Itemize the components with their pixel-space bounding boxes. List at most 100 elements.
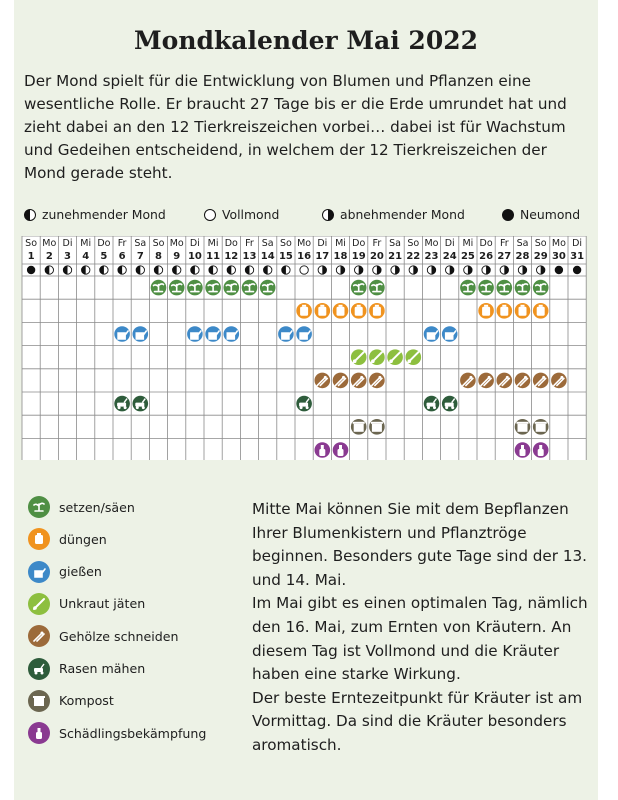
weeding-icon bbox=[389, 351, 402, 364]
side-paragraph: Der beste Erntezeitpunkt für Kräuter ist… bbox=[252, 688, 583, 754]
lawn-mower-icon bbox=[426, 398, 438, 410]
side-paragraph: Im Mai gibt es einen optimalen Tag, näml… bbox=[252, 594, 588, 684]
seedling-icon bbox=[207, 283, 219, 293]
day-number: 24 bbox=[443, 251, 457, 262]
legend-label: düngen bbox=[59, 531, 107, 547]
moon-shadow bbox=[63, 265, 68, 275]
seedling-icon bbox=[225, 283, 238, 293]
weeding-icon bbox=[352, 351, 365, 364]
full-moon-icon bbox=[299, 265, 309, 275]
watering-can-icon bbox=[28, 560, 50, 583]
waning-moon-icon bbox=[317, 265, 327, 275]
moon-shadow bbox=[190, 265, 195, 275]
lawn-mower-badge-icon bbox=[132, 395, 149, 412]
day-number: 4 bbox=[82, 251, 89, 262]
legend-item-unkraut: Unkraut jäten bbox=[28, 592, 145, 615]
legend-label: Rasen mähen bbox=[59, 661, 146, 676]
legend-label: gießen bbox=[59, 564, 102, 580]
fertilizer-icon bbox=[318, 304, 327, 316]
watering-can-icon bbox=[426, 330, 439, 340]
waxing-moon-icon bbox=[153, 265, 164, 275]
fertilizer-icon bbox=[336, 304, 345, 316]
fertilizer-icon bbox=[536, 304, 545, 316]
day-number: 6 bbox=[119, 251, 126, 262]
day-number: 5 bbox=[100, 251, 107, 262]
waning-moon-icon bbox=[372, 265, 382, 275]
spray-bottle-icon bbox=[337, 445, 344, 456]
spray-bottle-badge-icon bbox=[332, 442, 349, 458]
weekday-label: Do bbox=[352, 238, 365, 249]
day-number: 22 bbox=[406, 251, 420, 262]
moon-shadow bbox=[281, 265, 286, 275]
side-paragraph: Mitte Mai können Sie mit dem Bepflanzen … bbox=[252, 500, 587, 589]
pruning-shears-icon bbox=[28, 625, 50, 648]
fertilizer-badge-icon bbox=[369, 303, 385, 319]
fertilizer-badge-icon bbox=[514, 303, 531, 319]
seedling-icon bbox=[152, 283, 165, 293]
legend-item-schaedlinge: Schädlingsbekämpfung bbox=[28, 722, 206, 745]
weeding-badge-icon bbox=[387, 349, 403, 365]
day-number: 23 bbox=[425, 251, 439, 262]
watering-can-badge-icon bbox=[296, 326, 312, 342]
weekday-label: Fr bbox=[245, 238, 254, 249]
day-number: 21 bbox=[388, 251, 402, 262]
weekday-label: Mi bbox=[80, 238, 91, 249]
fertilizer-icon bbox=[518, 304, 527, 316]
moon-shadow bbox=[431, 265, 436, 275]
spray-bottle-icon bbox=[319, 445, 326, 456]
pruning-shears-badge-icon bbox=[496, 372, 513, 389]
waxing-moon-icon bbox=[62, 265, 73, 275]
moon-shadow bbox=[227, 265, 232, 275]
legend-item-schneiden: Gehölze schneiden bbox=[28, 625, 178, 648]
day-number: 20 bbox=[370, 251, 384, 262]
waning-moon-icon bbox=[536, 265, 546, 275]
waxing-moon-icon bbox=[172, 265, 182, 275]
day-number: 12 bbox=[224, 251, 238, 262]
lawn-mower-icon bbox=[28, 657, 50, 680]
day-number: 11 bbox=[206, 251, 220, 262]
watering-can-icon bbox=[208, 330, 220, 340]
weekday-label: Mo bbox=[552, 238, 566, 249]
legend-item-setzen: setzen/säen bbox=[28, 496, 135, 518]
waxing-moon-icon bbox=[44, 265, 54, 275]
seedling-badge-icon bbox=[496, 279, 513, 296]
pruning-shears-icon bbox=[516, 375, 529, 387]
fertilizer-icon bbox=[482, 304, 491, 316]
weekday-label: So bbox=[153, 238, 165, 249]
day-number: 8 bbox=[155, 251, 162, 262]
weekday-label: So bbox=[280, 238, 292, 249]
weekday-label: Do bbox=[225, 238, 238, 249]
waxing-moon-icon bbox=[208, 265, 218, 275]
day-number: 28 bbox=[516, 251, 530, 262]
watering-can-badge-icon bbox=[441, 326, 458, 342]
waning-moon-icon bbox=[517, 265, 528, 275]
spray-bottle-icon bbox=[519, 445, 526, 456]
waning-moon-icon bbox=[426, 265, 437, 275]
seedling-icon bbox=[352, 283, 365, 293]
spray-bottle-icon bbox=[28, 722, 50, 745]
weekday-label: Mi bbox=[462, 238, 473, 249]
weekday-label: So bbox=[25, 238, 37, 249]
pruning-shears-badge-icon bbox=[350, 372, 367, 389]
seedling-badge-icon bbox=[514, 279, 531, 296]
weekday-label: Di bbox=[445, 238, 455, 249]
weeding-icon bbox=[407, 351, 420, 364]
seedling-badge-icon bbox=[460, 279, 476, 296]
seedling-badge-icon bbox=[478, 279, 494, 296]
fertilizer-badge-icon bbox=[296, 303, 312, 319]
compost-bin-icon bbox=[352, 421, 365, 432]
seedling-icon bbox=[480, 283, 492, 293]
pruning-shears-icon bbox=[553, 375, 565, 387]
legend-waning-moon: abnehmender Mond bbox=[322, 207, 465, 222]
weeding-badge-icon bbox=[369, 349, 385, 365]
moon-shadow bbox=[413, 265, 418, 275]
lawn-mower-badge-icon bbox=[423, 395, 440, 412]
seedling-icon bbox=[170, 283, 183, 293]
pruning-shears-badge-icon bbox=[332, 372, 349, 389]
weekday-label: Di bbox=[63, 238, 73, 249]
waxing-moon-icon bbox=[281, 265, 291, 275]
day-number: 10 bbox=[188, 251, 202, 262]
weekday-label: Mi bbox=[335, 238, 346, 249]
waning-moon-icon bbox=[322, 208, 334, 221]
pruning-shears-icon bbox=[334, 375, 347, 387]
